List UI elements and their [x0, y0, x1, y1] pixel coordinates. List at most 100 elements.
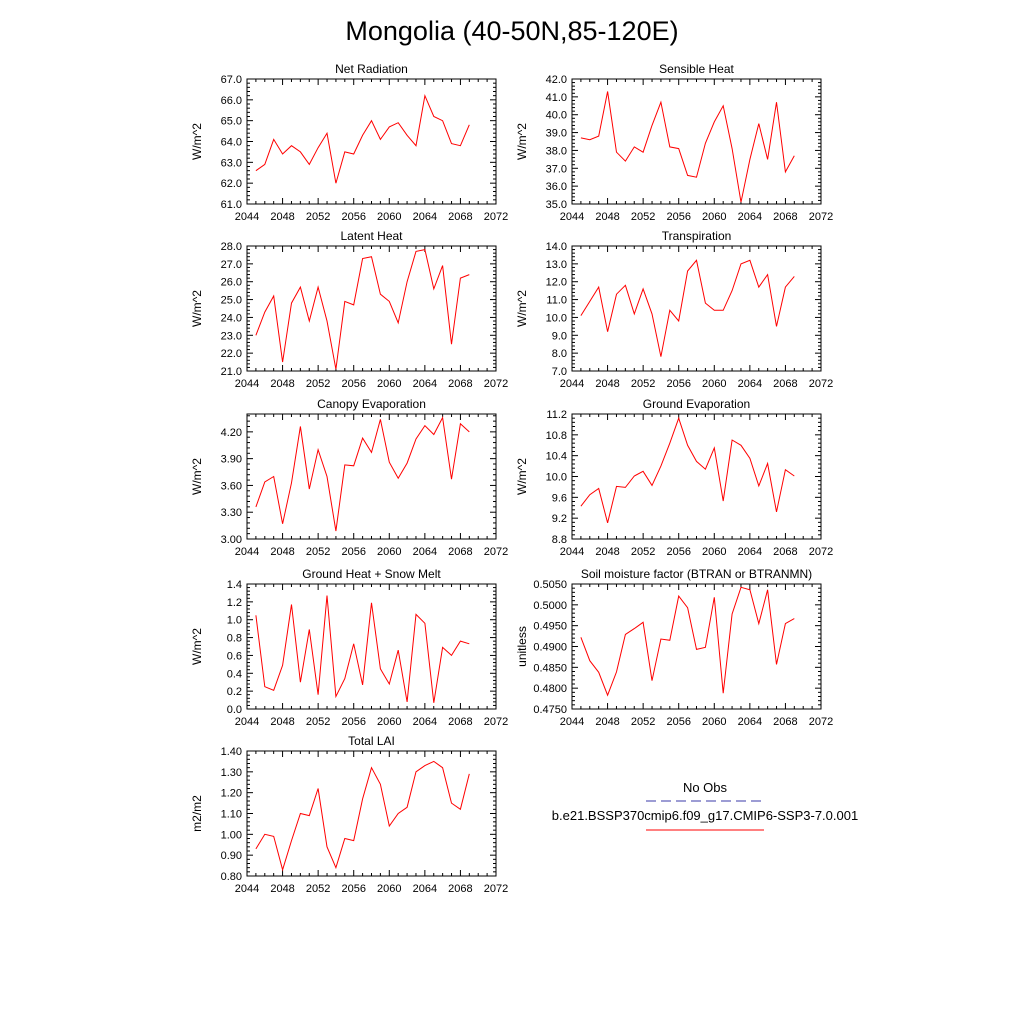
x-tick-label: 2052	[631, 716, 655, 728]
x-tick-label: 2068	[773, 211, 797, 223]
x-tick-label: 2048	[270, 211, 294, 223]
panel-title: Soil moisture factor (BTRAN or BTRANMN)	[581, 567, 812, 581]
x-tick-label: 2064	[413, 716, 437, 728]
x-tick-label: 2060	[377, 883, 401, 895]
y-tick-label: 13.0	[546, 259, 567, 271]
y-axis-label: W/m^2	[190, 123, 204, 160]
x-tick-label: 2064	[738, 211, 762, 223]
y-tick-label: 63.0	[221, 157, 242, 169]
x-tick-label: 2044	[560, 378, 584, 390]
x-tick-label: 2044	[560, 546, 584, 558]
y-tick-label: 11.0	[546, 295, 567, 307]
y-tick-label: 0.4800	[533, 683, 567, 695]
y-tick-label: 25.0	[221, 295, 242, 307]
figure-title: Mongolia (40-50N,85-120E)	[345, 16, 678, 46]
x-tick-label: 2064	[738, 716, 762, 728]
series-line	[580, 259, 795, 357]
y-tick-label: 1.00	[221, 829, 242, 841]
x-tick-label: 2056	[341, 716, 365, 728]
x-tick-label: 2048	[270, 883, 294, 895]
y-tick-label: 0.90	[221, 850, 242, 862]
x-tick-label: 2060	[377, 211, 401, 223]
x-tick-label: 2072	[809, 716, 833, 728]
panel-sensible-heat: Sensible Heat W/m^2 2044 2048 2052 2056 2060 20…	[515, 62, 833, 223]
y-tick-label: 3.00	[221, 534, 242, 546]
y-axis-label: W/m^2	[190, 458, 204, 495]
x-tick-label: 2044	[235, 546, 259, 558]
x-tick-label: 2048	[595, 546, 619, 558]
x-tick-label: 2068	[448, 378, 472, 390]
y-tick-label: 27.0	[221, 259, 242, 271]
x-tick-label: 2044	[560, 211, 584, 223]
x-tick-label: 2060	[702, 716, 726, 728]
x-tick-label: 2052	[306, 883, 330, 895]
x-tick-label: 2056	[666, 378, 690, 390]
panel-title: Transpiration	[662, 229, 732, 243]
panel-title: Ground Evaporation	[643, 397, 750, 411]
x-tick-label: 2060	[377, 716, 401, 728]
y-tick-label: 9.0	[552, 330, 567, 342]
plot-frame	[246, 78, 497, 205]
y-tick-label: 37.0	[546, 163, 567, 175]
series-line	[255, 249, 470, 370]
panel-title: Ground Heat + Snow Melt	[302, 567, 441, 581]
y-tick-label: 1.30	[221, 767, 242, 779]
y-tick-label: 35.0	[546, 199, 567, 211]
x-tick-label: 2068	[448, 211, 472, 223]
series-line	[580, 416, 795, 524]
series-line	[255, 595, 470, 703]
y-tick-label: 67.0	[221, 74, 242, 86]
y-tick-label: 1.4	[227, 579, 242, 591]
y-tick-label: 24.0	[221, 312, 242, 324]
x-tick-label: 2052	[631, 211, 655, 223]
y-tick-label: 9.6	[552, 492, 567, 504]
x-tick-label: 2060	[702, 211, 726, 223]
panel-title: Canopy Evaporation	[317, 397, 426, 411]
x-tick-label: 2072	[809, 378, 833, 390]
panel-ground-evaporation: Ground Evaporation W/m^2 2044 2048 2052 2056 2…	[515, 397, 833, 558]
series-line	[255, 93, 470, 184]
panel-transpiration: Transpiration W/m^2 2044 2048 2052 2056 2060 20…	[515, 229, 833, 390]
y-tick-label: 1.0	[227, 615, 242, 627]
y-tick-label: 8.8	[552, 534, 567, 546]
x-tick-label: 2060	[702, 378, 726, 390]
y-tick-label: 1.40	[221, 746, 242, 758]
x-tick-label: 2072	[484, 546, 508, 558]
x-tick-label: 2064	[413, 546, 437, 558]
panel-title: Total LAI	[348, 734, 395, 748]
y-tick-label: 22.0	[221, 348, 242, 360]
y-tick-label: 62.0	[221, 178, 242, 190]
y-tick-label: 42.0	[546, 74, 567, 86]
x-tick-label: 2052	[631, 378, 655, 390]
y-tick-label: 40.0	[546, 110, 567, 122]
x-tick-label: 2056	[341, 211, 365, 223]
x-tick-label: 2072	[484, 378, 508, 390]
y-tick-label: 26.0	[221, 277, 242, 289]
x-tick-label: 2072	[809, 211, 833, 223]
y-tick-label: 41.0	[546, 92, 567, 104]
y-tick-label: 10.8	[546, 430, 567, 442]
x-tick-label: 2064	[738, 546, 762, 558]
y-tick-label: 0.4950	[533, 621, 567, 633]
panel-total-lai: Total LAI m2/m2 2044 2048 2052 2056 2060 2064 20…	[190, 734, 508, 895]
panel-title: Net Radiation	[335, 62, 408, 76]
x-tick-label: 2052	[631, 546, 655, 558]
y-tick-label: 1.20	[221, 788, 242, 800]
y-tick-label: 4.20	[221, 427, 242, 439]
x-tick-label: 2048	[595, 211, 619, 223]
y-tick-label: 10.0	[546, 312, 567, 324]
y-tick-label: 36.0	[546, 181, 567, 193]
x-tick-label: 2056	[341, 883, 365, 895]
x-tick-label: 2056	[666, 716, 690, 728]
x-tick-label: 2064	[413, 211, 437, 223]
panel-ground-heat-snow-melt: Ground Heat + Snow Melt W/m^2 2044 2048 2052…	[190, 567, 508, 728]
y-tick-label: 3.30	[221, 507, 242, 519]
x-tick-label: 2056	[666, 211, 690, 223]
x-tick-label: 2048	[595, 716, 619, 728]
y-tick-label: 0.0	[227, 704, 242, 716]
x-tick-label: 2056	[341, 546, 365, 558]
x-tick-label: 2060	[377, 378, 401, 390]
y-axis-label: W/m^2	[515, 290, 529, 327]
y-tick-label: 65.0	[221, 116, 242, 128]
y-tick-label: 11.2	[546, 409, 567, 421]
